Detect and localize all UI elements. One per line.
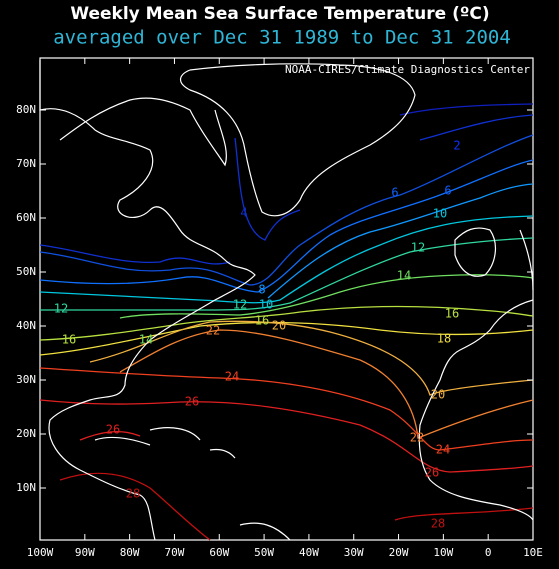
x-tick-label: 0: [485, 546, 492, 559]
x-tick-label: 100W: [27, 546, 54, 559]
x-tick-label: 60W: [209, 546, 229, 559]
x-tick-label: 50W: [254, 546, 274, 559]
contour-label: 26: [425, 466, 439, 480]
contour-label: 6: [391, 186, 398, 200]
x-tick-label: 10W: [433, 546, 453, 559]
y-tick-label: 40N: [16, 319, 36, 332]
x-tick-label: 40W: [299, 546, 319, 559]
contour-label: 28: [126, 487, 140, 501]
contour-label: 18: [437, 332, 451, 346]
y-tick-label: 10N: [16, 481, 36, 494]
contour-label: 12: [411, 241, 425, 255]
contour-label: 28: [431, 517, 445, 531]
contour-label: 10: [259, 298, 273, 312]
y-tick-label: 80N: [16, 103, 36, 116]
x-tick-label: 90W: [75, 546, 95, 559]
contour-label: 8: [258, 283, 265, 297]
axis-ticks: 100W 90W 80W 70W 60W 50W 40W 30W 20W 10W 0 10E 10N 20…: [16, 58, 543, 559]
subtitle: averaged over Dec 31 1989 to Dec 31 2004: [53, 27, 511, 49]
contour-label: 22: [410, 431, 424, 445]
x-tick-label: 20W: [389, 546, 409, 559]
contours: [39, 103, 534, 541]
contour-label: 12: [54, 302, 68, 316]
y-tick-label: 20N: [16, 427, 36, 440]
contour-label: 24: [436, 443, 450, 457]
x-tick-label: 80W: [120, 546, 140, 559]
map-frame: [39, 57, 534, 541]
contour-label: 4: [240, 206, 247, 220]
contour-label: 20: [431, 388, 445, 402]
contour-label: 22: [206, 324, 220, 338]
credit: NOAA-CIRES/Climate Diagnostics Center: [285, 63, 530, 76]
contour-label: 16: [445, 307, 459, 321]
y-tick-label: 60N: [16, 211, 36, 224]
y-tick-label: 50N: [16, 265, 36, 278]
contour-label: 26: [185, 395, 199, 409]
contour-label: 2: [453, 139, 460, 153]
contour-label: 26: [106, 423, 120, 437]
y-tick-label: 70N: [16, 157, 36, 170]
contour-label: 10: [433, 207, 447, 221]
contour-label: 12: [233, 298, 247, 312]
x-tick-label: 70W: [165, 546, 185, 559]
y-tick-label: 30N: [16, 373, 36, 386]
contour-label: 6: [444, 184, 451, 198]
contour-label: 20: [272, 319, 286, 333]
contour-label: 24: [225, 370, 239, 384]
title: Weekly Mean Sea Surface Temperature (ºC): [70, 4, 489, 24]
contour-label: 14: [139, 333, 153, 347]
contour-label: 16: [62, 333, 76, 347]
x-tick-label: 10E: [523, 546, 543, 559]
coastlines: [39, 60, 534, 541]
x-tick-label: 30W: [344, 546, 364, 559]
contour-label: 16: [255, 314, 269, 328]
contour-label: 14: [397, 269, 411, 283]
